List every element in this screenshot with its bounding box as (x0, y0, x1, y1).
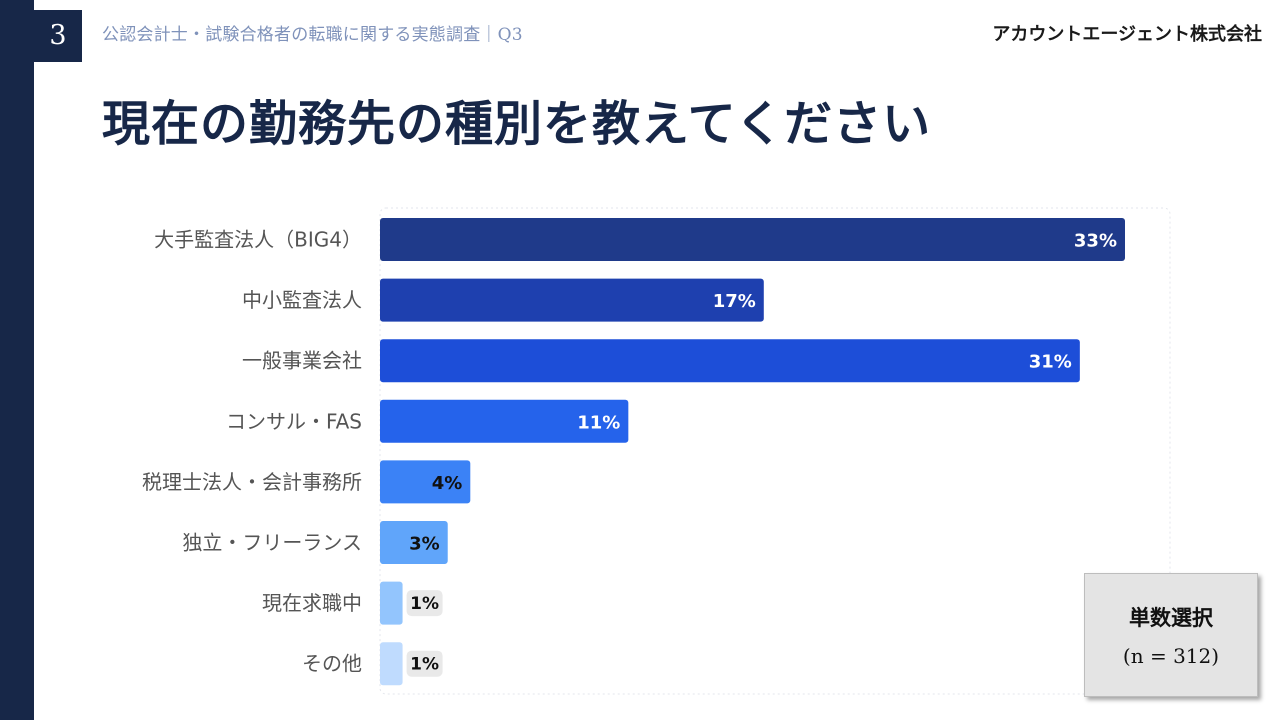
category-label: コンサル・FAS (226, 409, 362, 433)
selection-note-box: 単数選択 (n = 312) (1084, 573, 1258, 697)
category-label: その他 (302, 652, 362, 676)
bar (380, 339, 1080, 383)
value-label: 3% (409, 534, 440, 555)
category-label: 中小監査法人 (242, 288, 362, 312)
category-label: 大手監査法人（BIG4） (154, 228, 362, 252)
category-label: 税理士法人・会計事務所 (142, 470, 362, 494)
bar (380, 642, 403, 686)
value-label: 31% (1029, 352, 1072, 373)
bar (380, 581, 403, 625)
bar (380, 521, 448, 564)
value-label: 1% (410, 594, 439, 614)
company-name: アカウントエージェント株式会社 (992, 24, 1262, 45)
bar (380, 399, 629, 443)
main-title: 現在の勤務先の種別を教えてください (102, 96, 932, 152)
value-label: 4% (432, 473, 463, 494)
value-label: 33% (1074, 231, 1117, 252)
selection-type-label: 単数選択 (1129, 605, 1213, 630)
value-label: 1% (410, 655, 439, 675)
category-label: 現在求職中 (262, 591, 362, 615)
bar (380, 460, 471, 504)
value-label: 17% (713, 291, 756, 312)
sample-size-label: (n = 312) (1122, 644, 1220, 668)
header-title: 公認会計士・試験合格者の転職に関する実態調査｜Q3 (102, 25, 523, 45)
left-sidebar-stripe (0, 0, 34, 720)
category-label: 独立・フリーランス (182, 531, 362, 555)
value-label-badge (406, 590, 443, 617)
page-number: 3 (34, 10, 82, 62)
bar (380, 278, 764, 322)
category-label: 一般事業会社 (242, 349, 362, 373)
value-label-badge (406, 650, 443, 677)
bar (380, 218, 1125, 261)
value-label: 11% (577, 412, 620, 433)
